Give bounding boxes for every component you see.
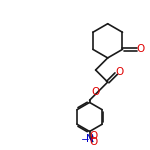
Text: −: − [80,135,89,144]
Text: O: O [136,44,144,54]
Text: O: O [115,67,123,77]
Text: O: O [92,87,100,97]
Text: N: N [86,134,93,144]
Text: O: O [90,131,98,141]
Text: O: O [90,138,98,147]
